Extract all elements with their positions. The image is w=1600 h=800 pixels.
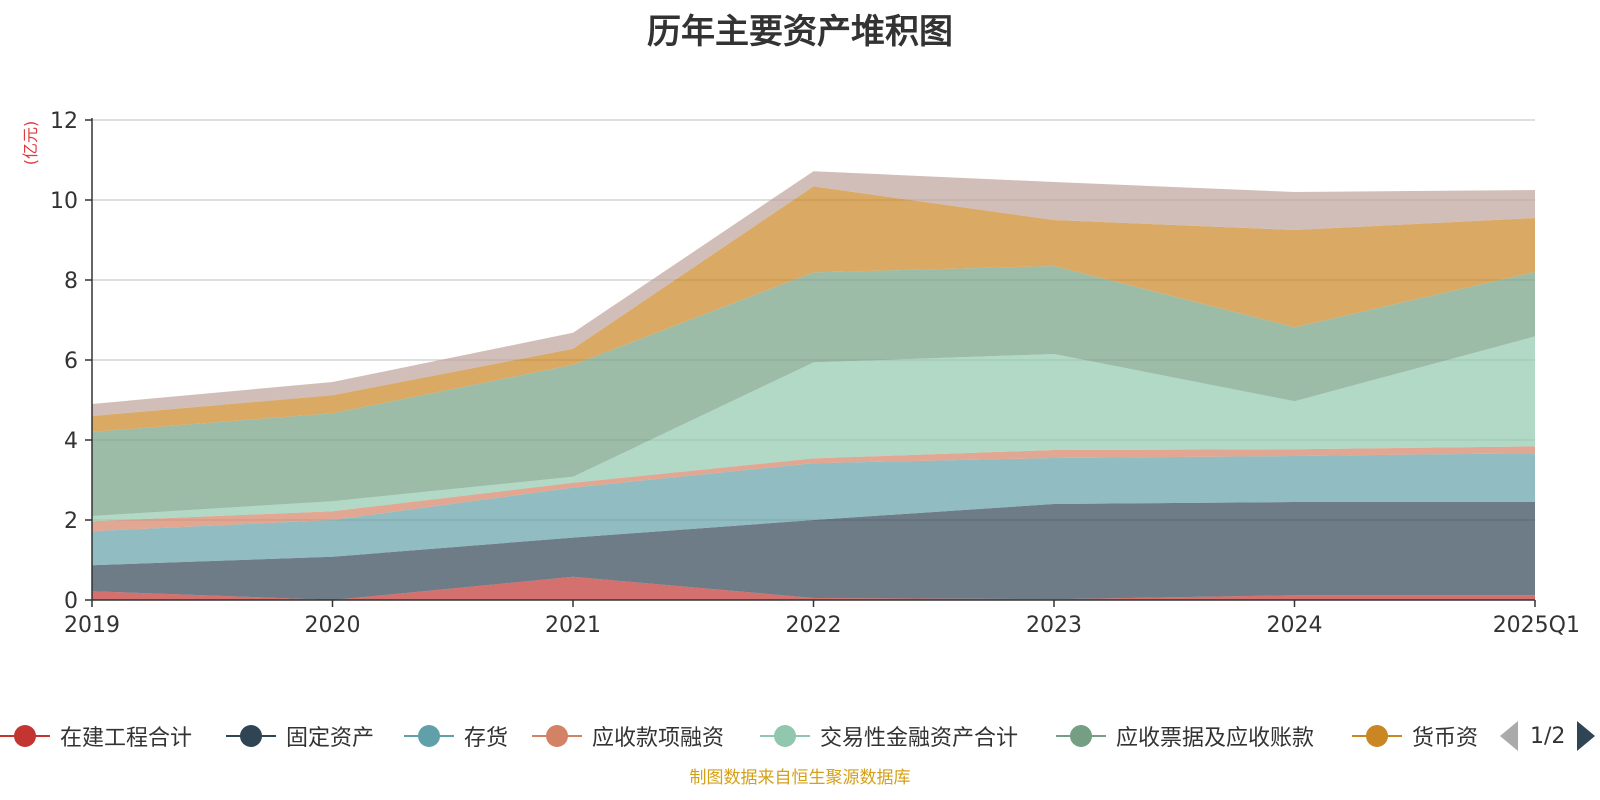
legend-item[interactable]: 应收款项融资 [532, 718, 724, 754]
area-series-0[interactable] [92, 576, 1535, 600]
legend-next-page-button[interactable] [1577, 721, 1596, 751]
y-tick-label: 10 [50, 189, 78, 214]
area-series-2[interactable] [92, 453, 1535, 566]
area-series-6[interactable] [92, 186, 1535, 432]
legend-item[interactable]: 货币资 [1352, 718, 1478, 754]
legend-label: 货币资 [1412, 726, 1479, 751]
y-tick-label: 12 [50, 109, 78, 134]
x-tick-label: 2021 [545, 613, 601, 638]
legend-item[interactable]: 存货 [404, 718, 508, 754]
legend-label: 在建工程合计 [60, 726, 193, 751]
legend-label: 应收票据及应收账款 [1116, 726, 1315, 751]
y-tick-label: 4 [64, 429, 78, 454]
x-tick-label: 2023 [1026, 613, 1082, 638]
data-source-note: 制图数据来自恒生聚源数据库 [689, 768, 911, 788]
chart-title: 历年主要资产堆积图 [647, 12, 953, 52]
legend-marker-icon [760, 721, 812, 751]
y-tick-label: 0 [64, 589, 78, 614]
area-series-4[interactable] [92, 336, 1535, 522]
legend-item[interactable]: 应收票据及应收账款 [1056, 718, 1314, 754]
legend-item[interactable]: 在建工程合计 [0, 718, 192, 754]
legend-marker-icon [1056, 721, 1108, 751]
x-tick-label: 2025Q1 [1493, 613, 1580, 638]
legend-item[interactable]: 交易性金融资产合计 [760, 718, 1018, 754]
area-series-1[interactable] [92, 502, 1535, 600]
legend-label: 存货 [464, 726, 509, 751]
legend-item[interactable]: 固定资产 [226, 718, 374, 754]
x-tick-label: 2019 [64, 613, 120, 638]
x-tick-label: 2022 [786, 613, 842, 638]
area-series-7[interactable] [92, 171, 1535, 416]
y-tick-label: 8 [64, 269, 78, 294]
legend-marker-icon [1352, 721, 1404, 751]
x-tick-label: 2020 [305, 613, 361, 638]
axes: 0 2 4 6 8 10 12 2019 2020 2021 2022 2023 2024 2025Q1 [50, 109, 1580, 638]
y-axis-unit-label: (亿元) [21, 121, 40, 166]
x-tick-label: 2024 [1267, 613, 1323, 638]
area-series-3[interactable] [92, 446, 1535, 532]
y-tick-label: 2 [64, 509, 78, 534]
legend-pager: 1/2 [1500, 718, 1596, 754]
legend-page-indicator: 1/2 [1530, 723, 1566, 749]
y-tick-label: 6 [64, 349, 78, 374]
legend-label: 应收款项融资 [592, 726, 725, 751]
legend-marker-icon [226, 721, 278, 751]
legend-prev-page-button[interactable] [1500, 721, 1518, 751]
legend-marker-icon [532, 721, 584, 751]
legend-marker-icon [0, 721, 52, 751]
legend-marker-icon [404, 721, 456, 751]
stacked-areas [92, 171, 1535, 600]
legend-label: 固定资产 [286, 726, 375, 751]
chart-legend: 在建工程合计 固定资产 存货 应收款项融资 交易性金融资产合计 应收票据及应收账款 货币资 [0, 718, 1600, 754]
area-series-5[interactable] [92, 266, 1535, 516]
legend-label: 交易性金融资产合计 [820, 726, 1019, 751]
